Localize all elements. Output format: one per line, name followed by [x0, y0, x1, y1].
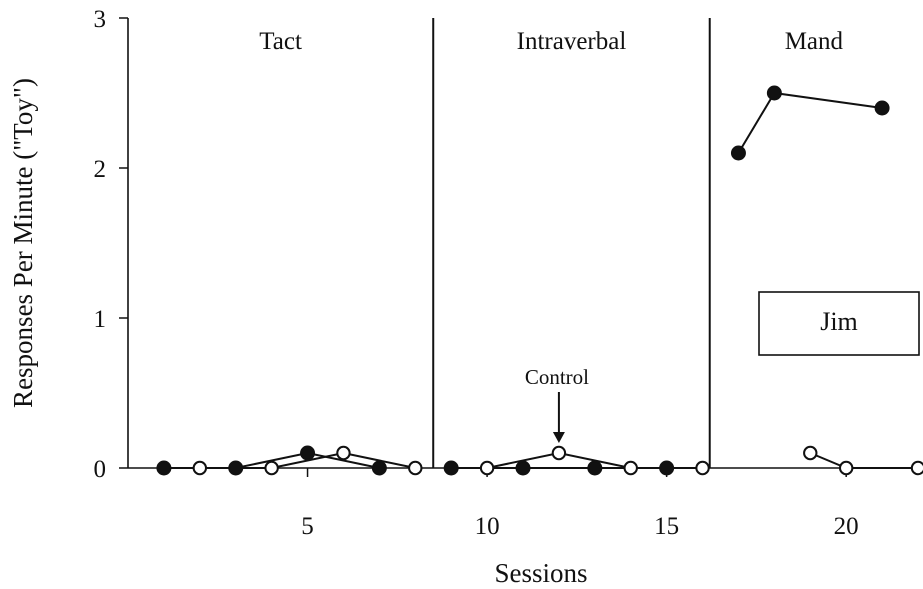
- annotations: Control: [525, 365, 589, 443]
- y-tick-label: 1: [94, 306, 107, 333]
- y-tick-label: 3: [94, 6, 107, 33]
- phase-lines: Tact Intraverbal Mand: [259, 18, 844, 468]
- filled-data-point: [730, 145, 746, 161]
- filled-data-point: [156, 460, 172, 476]
- y-tick-label: 2: [94, 156, 107, 183]
- filled-data-point: [659, 460, 675, 476]
- filled-data-point: [515, 460, 531, 476]
- filled-series-line: [737, 91, 883, 154]
- filled-data-point: [766, 85, 782, 101]
- x-tick-label: 5: [301, 513, 314, 540]
- y-axis-title: Responses Per Minute ("Toy"): [8, 78, 38, 408]
- annotation-label: Control: [525, 365, 589, 389]
- x-axis-title: Sessions: [494, 558, 587, 588]
- open-data-point: [192, 460, 208, 476]
- open-data-point: [479, 460, 495, 476]
- filled-data-point: [300, 445, 316, 461]
- open-data-point: [336, 445, 351, 461]
- open-data-point: [264, 460, 279, 476]
- axes: [127, 18, 923, 469]
- open-data-point: [803, 445, 818, 461]
- ticks: 0 1 2 3 5 10 15 20: [94, 6, 859, 540]
- y-tick-label: 0: [94, 456, 107, 483]
- x-tick-label: 10: [475, 513, 500, 540]
- x-tick-label: 15: [654, 513, 679, 540]
- filled-data-point: [587, 460, 603, 476]
- open-data-point: [623, 460, 638, 476]
- series-markers: [156, 85, 923, 476]
- annotation-arrow-head: [552, 432, 565, 443]
- open-data-point: [408, 460, 423, 476]
- x-tick-label: 20: [834, 513, 859, 540]
- open-data-point: [838, 460, 854, 476]
- filled-data-point: [874, 100, 890, 116]
- series-lines: [163, 91, 918, 469]
- legend-box: [758, 291, 920, 356]
- legend-label: Jim: [820, 307, 858, 336]
- phase-label: Tact: [259, 28, 302, 55]
- open-series-line: [809, 452, 918, 469]
- open-data-point: [695, 460, 710, 476]
- filled-data-point: [443, 460, 459, 476]
- filled-data-point: [371, 460, 387, 476]
- legend: Jim: [758, 291, 920, 356]
- filled-data-point: [228, 460, 244, 476]
- phase-label: Mand: [785, 28, 844, 55]
- phase-label: Intraverbal: [517, 28, 627, 55]
- open-data-point: [910, 460, 923, 476]
- open-data-point: [551, 445, 567, 461]
